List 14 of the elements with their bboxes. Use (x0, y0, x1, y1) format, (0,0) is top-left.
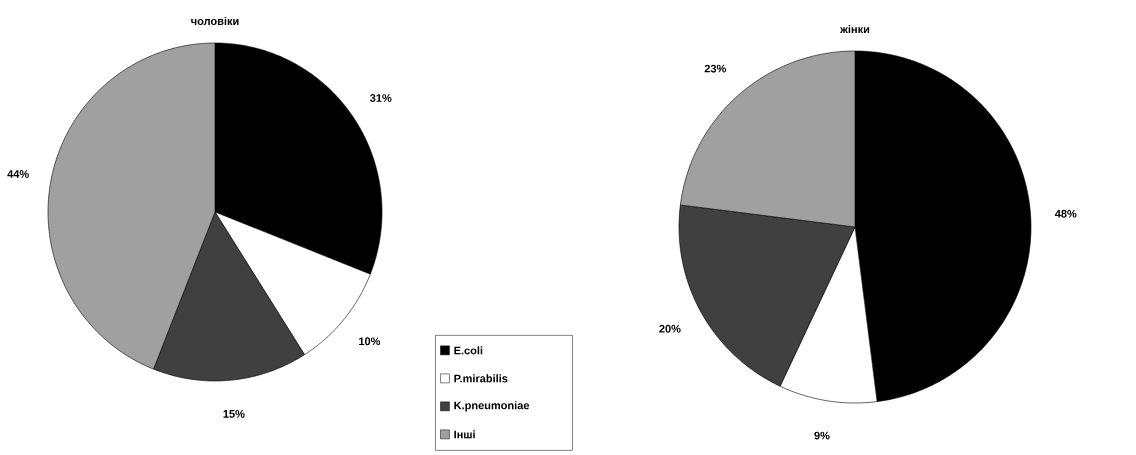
legend-label: Інші (454, 430, 475, 439)
legend-label: P.mirabilis (454, 374, 508, 383)
data-label: 44% (7, 170, 29, 178)
data-label: 10% (359, 337, 381, 346)
data-label: 9% (814, 431, 830, 440)
data-label: 23% (704, 64, 727, 73)
legend-label: E.coli (454, 346, 483, 355)
data-label: 20% (659, 324, 681, 333)
data-label: 48% (1054, 209, 1077, 218)
legend-label: K.pneumoniae (454, 401, 530, 412)
chart-title: чоловіки (191, 16, 239, 26)
chart-title: жінки (840, 25, 870, 33)
data-label: 31% (370, 94, 392, 102)
data-label: 15% (223, 410, 245, 418)
